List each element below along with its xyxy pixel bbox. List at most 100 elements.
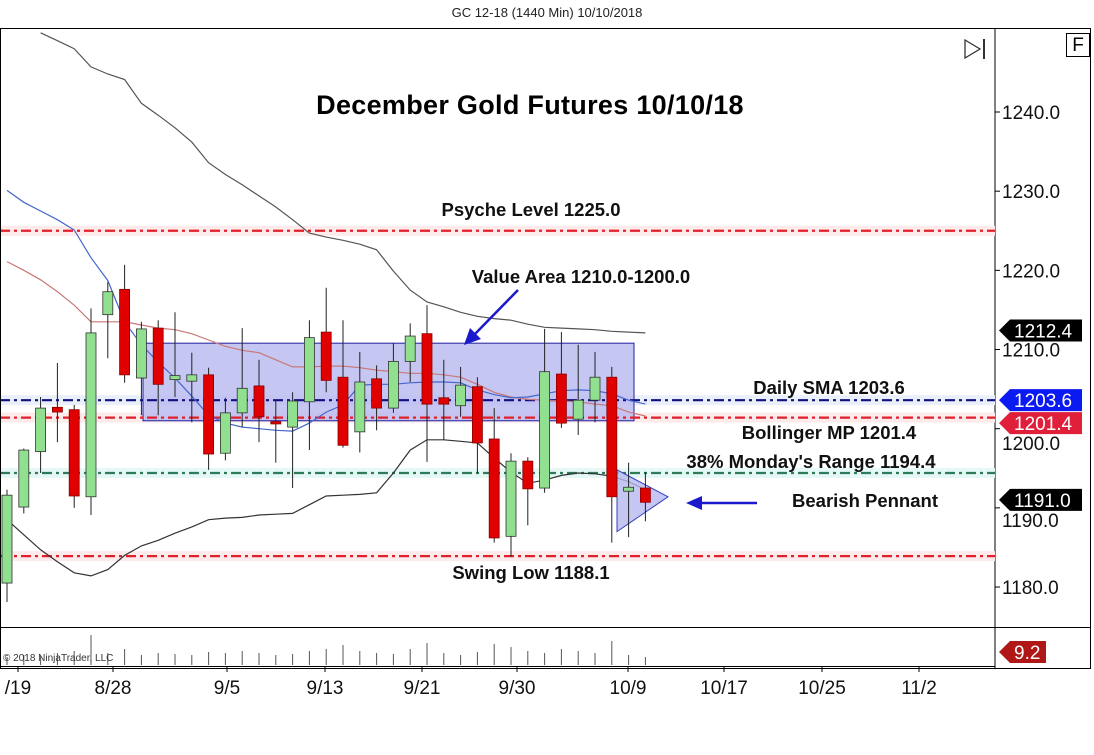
chart-frame bbox=[0, 28, 1091, 669]
volume-tag-shape bbox=[999, 641, 1046, 663]
x-tick-label: /19 bbox=[5, 678, 31, 699]
candle-body bbox=[589, 376, 601, 401]
candle bbox=[640, 472, 651, 522]
x-tick-label: 9/13 bbox=[307, 678, 344, 699]
candle bbox=[219, 397, 231, 461]
candle bbox=[152, 320, 164, 416]
x-tick-label: 10/25 bbox=[798, 678, 846, 699]
value-area-label: Value Area 1210.0-1200.0 bbox=[471, 266, 691, 287]
y-tick-label: 1200.0 bbox=[1002, 434, 1060, 455]
candle-body bbox=[572, 399, 584, 420]
candle-body bbox=[135, 328, 147, 379]
candle-body bbox=[623, 486, 634, 492]
daily-sma-label: Daily SMA 1203.6 bbox=[753, 377, 905, 398]
copyright-text: © 2018 NinjaTrader, LLC bbox=[3, 653, 114, 664]
candle-body bbox=[522, 460, 534, 490]
y-tick-label: 1210.0 bbox=[1002, 341, 1060, 362]
candle-body bbox=[219, 412, 231, 454]
candle-body bbox=[488, 438, 500, 539]
candle-body bbox=[371, 378, 383, 409]
candle-body bbox=[203, 374, 215, 455]
window-title: GC 12-18 (1440 Min) 10/10/2018 bbox=[451, 5, 643, 20]
candle bbox=[270, 400, 282, 463]
candle-body bbox=[606, 376, 618, 498]
candle-body bbox=[18, 449, 30, 508]
x-tick-label: 11/2 bbox=[901, 678, 937, 699]
candle bbox=[539, 328, 550, 493]
candle-body bbox=[354, 381, 366, 433]
candle-body bbox=[52, 406, 63, 413]
candle-body bbox=[169, 375, 181, 380]
candle-body bbox=[253, 385, 265, 418]
candle bbox=[186, 352, 198, 423]
candle bbox=[404, 323, 416, 382]
candle bbox=[623, 462, 634, 538]
volume-tag: 9.2 bbox=[999, 641, 1046, 664]
candle-body bbox=[471, 386, 483, 444]
price-tag-text: 1203.6 bbox=[1014, 391, 1072, 412]
candle-body bbox=[1, 494, 13, 584]
pennant-arrowhead bbox=[686, 496, 702, 510]
x-tick-label: 9/30 bbox=[499, 678, 536, 699]
candle-body bbox=[556, 373, 567, 424]
value-area-arrowhead bbox=[464, 328, 481, 345]
candle bbox=[438, 359, 450, 440]
monday-range-label: 38% Monday's Range 1194.4 bbox=[686, 451, 936, 472]
y-tick-label: 1180.0 bbox=[1002, 578, 1059, 599]
candle bbox=[320, 287, 332, 393]
x-tick-label: 8/28 bbox=[95, 678, 132, 699]
candle-body bbox=[404, 335, 416, 362]
candle bbox=[387, 343, 399, 413]
price-panel bbox=[1, 32, 995, 603]
chart-title: December Gold Futures 10/10/18 bbox=[316, 90, 744, 120]
candle bbox=[1, 489, 13, 603]
f-button[interactable]: F bbox=[1066, 33, 1090, 57]
volume-tag-text: 9.2 bbox=[1014, 643, 1040, 664]
price-tag: 1203.6 bbox=[999, 389, 1082, 412]
y-tick-label: 1220.0 bbox=[1002, 261, 1060, 282]
price-tag-text: 1212.4 bbox=[1014, 322, 1073, 343]
price-tag-text: 1191.0 bbox=[1014, 491, 1071, 512]
candle-body bbox=[152, 327, 164, 385]
price-tag-shape bbox=[999, 412, 1082, 435]
candle bbox=[522, 457, 534, 526]
price-tag: 1191.0 bbox=[999, 488, 1082, 512]
candle bbox=[203, 367, 215, 470]
candle bbox=[556, 332, 567, 428]
sma-line bbox=[6, 189, 646, 432]
candle bbox=[135, 321, 147, 416]
candle-body bbox=[320, 331, 332, 381]
price-tag: 1212.4 bbox=[999, 319, 1082, 343]
skip-to-end-icon[interactable] bbox=[964, 38, 985, 60]
candle-body bbox=[438, 397, 450, 405]
x-tick-label: 9/21 bbox=[404, 678, 441, 699]
bollinger-lower-line bbox=[6, 439, 646, 577]
candle bbox=[337, 320, 349, 448]
candle-body bbox=[421, 333, 433, 405]
candle-body bbox=[186, 374, 198, 382]
candle-body bbox=[270, 421, 282, 425]
skip-triangle bbox=[964, 38, 982, 60]
candle bbox=[455, 366, 467, 417]
candle-body bbox=[387, 360, 399, 409]
candle bbox=[102, 282, 114, 359]
bollinger-mp-label: Bollinger MP 1201.4 bbox=[741, 422, 917, 443]
candle bbox=[421, 305, 433, 462]
candle bbox=[354, 351, 366, 453]
candle-body bbox=[539, 371, 550, 489]
price-tag-shape bbox=[999, 319, 1082, 342]
candle bbox=[68, 404, 80, 508]
y-tick-label: 1190.0 bbox=[1002, 511, 1059, 532]
candle bbox=[52, 362, 63, 443]
candle bbox=[488, 408, 500, 543]
candle-body bbox=[505, 460, 517, 537]
candle bbox=[236, 328, 248, 428]
candle bbox=[572, 344, 584, 436]
candle bbox=[253, 359, 265, 443]
value-area-arrow bbox=[473, 289, 519, 336]
y-tick-label: 1240.0 bbox=[1002, 103, 1060, 124]
price-tag-text: 1201.4 bbox=[1014, 414, 1073, 435]
price-tag-shape bbox=[999, 488, 1082, 511]
bearish-pennant-label: Bearish Pennant bbox=[792, 490, 938, 511]
